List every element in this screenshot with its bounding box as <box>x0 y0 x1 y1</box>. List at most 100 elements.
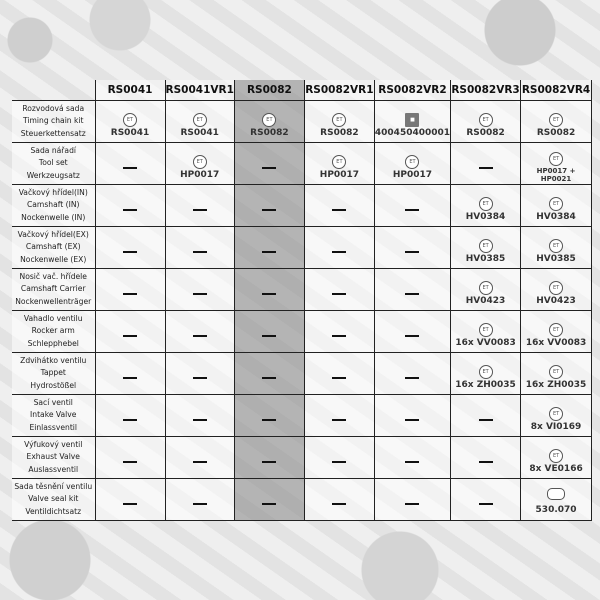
row-label: Sací ventil Intake Valve Einlassventil <box>12 394 96 437</box>
not-available-dash <box>192 335 207 337</box>
part-cell <box>164 394 235 437</box>
not-available-dash <box>405 419 420 421</box>
part-cell <box>94 184 166 227</box>
table-row: Sada těsnění ventilu Valve seal kit Ventil… <box>12 478 593 521</box>
part-cell: ET HV0384 <box>520 184 593 227</box>
row-label-line: Tool set <box>38 158 68 168</box>
et-brand-logo-icon: ET <box>478 196 493 211</box>
not-available-dash <box>123 293 137 295</box>
row-label-line: Rocker arm <box>31 326 75 336</box>
table-row: Vačkový hřídel(IN) Camshaft (IN) Nockenwel… <box>12 184 593 227</box>
part-cell <box>303 184 375 227</box>
not-available-dash <box>192 377 207 379</box>
part-cell <box>164 436 235 479</box>
part-number[interactable]: HV0384 <box>536 211 576 222</box>
row-label-line: Valve seal kit <box>28 494 79 504</box>
part-cell: ET HV0385 <box>520 226 593 269</box>
part-number[interactable]: HP0017 + HP0021 <box>536 166 576 183</box>
part-number[interactable]: RS0082 <box>320 127 359 138</box>
not-available-dash <box>262 293 277 295</box>
part-cell: ET 8x VI0169 <box>520 394 593 437</box>
part-number[interactable]: HP0017 <box>319 169 359 180</box>
column-header-rs0082: RS0082 <box>233 80 305 101</box>
part-cell <box>450 478 522 521</box>
not-available-dash <box>405 461 420 463</box>
row-label-line: Sada těsnění ventilu <box>14 481 93 491</box>
not-available-dash <box>123 419 137 421</box>
part-number[interactable]: HV0423 <box>465 295 506 306</box>
part-number[interactable]: HV0385 <box>536 253 576 264</box>
not-available-dash <box>262 461 277 463</box>
row-label-line: Nockenwelle (EX) <box>20 254 87 264</box>
not-available-dash <box>478 167 493 169</box>
part-cell <box>164 226 235 269</box>
table-row: Zdvihátko ventilu Tappet Hydrostößel ET 16x … <box>12 352 593 395</box>
part-cell: ET RS0082 <box>450 100 522 143</box>
part-number[interactable]: RS0041 <box>180 127 219 138</box>
not-available-dash <box>192 461 207 463</box>
not-available-dash <box>332 419 347 421</box>
not-available-dash <box>262 167 277 169</box>
part-cell: ET 16x VV0083 <box>520 310 593 353</box>
row-label: Vačkový hřídel(EX) Camshaft (EX) Nockenwel… <box>12 226 96 269</box>
not-available-dash <box>262 377 277 379</box>
part-cell <box>164 478 235 521</box>
part-number[interactable]: HV0384 <box>465 211 506 222</box>
not-available-dash <box>192 293 207 295</box>
part-number[interactable]: RS0082 <box>466 127 505 138</box>
not-available-dash <box>405 377 420 379</box>
part-number[interactable]: RS0041 <box>110 127 150 138</box>
not-available-dash <box>405 209 420 211</box>
part-number[interactable]: 400450400001 <box>374 127 451 138</box>
table-row: Vahadlo ventilu Rocker arm Schlepphebel ET 1… <box>12 310 593 353</box>
part-number[interactable]: 16x ZH0035 <box>525 379 587 390</box>
et-brand-logo-icon: ET <box>332 154 347 169</box>
row-label: Rozvodová sada Timing chain kit Steuerkett… <box>12 100 96 143</box>
part-cell <box>373 436 452 479</box>
row-label-line: Nockenwelle (IN) <box>21 212 86 222</box>
part-number[interactable]: RS0082 <box>250 127 289 138</box>
part-number[interactable]: 8x VI0169 <box>530 421 582 432</box>
not-available-dash <box>332 377 347 379</box>
part-number[interactable]: 16x ZH0035 <box>455 379 516 390</box>
part-cell: ET HP0017 <box>164 142 235 185</box>
part-cell <box>373 394 452 437</box>
part-cell <box>233 394 305 437</box>
not-available-dash <box>123 461 137 463</box>
table-row: Vačkový hřídel(EX) Camshaft (EX) Nockenwel… <box>12 226 593 269</box>
part-cell <box>94 142 166 185</box>
part-number[interactable]: 530.070 <box>535 504 577 515</box>
part-number[interactable]: 8x VE0166 <box>529 463 583 474</box>
row-label: Vahadlo ventilu Rocker arm Schlepphebel <box>12 310 96 353</box>
part-number[interactable]: HP0017 <box>180 169 220 180</box>
header-blank <box>12 80 96 101</box>
column-header-rs0082vr3: RS0082VR3 <box>450 80 522 101</box>
row-label-line: Steuerkettensatz <box>20 128 86 138</box>
part-cell <box>94 310 166 353</box>
part-number[interactable]: 16x VV0083 <box>455 337 516 348</box>
row-label-line: Nockenwellenträger <box>15 296 92 306</box>
row-label-line: Vačkový hřídel(EX) <box>17 229 89 239</box>
part-number[interactable]: HV0385 <box>465 253 506 264</box>
column-header-rs0082vr1: RS0082VR1 <box>303 80 375 101</box>
row-label-line: Ventildichtsatz <box>25 506 82 516</box>
et-brand-logo-icon: ET <box>405 154 420 169</box>
part-cell <box>94 394 166 437</box>
row-label-line: Exhaust Valve <box>26 452 80 462</box>
row-label: Sada těsnění ventilu Valve seal kit Ventil… <box>12 478 96 521</box>
parts-comparison-table: RS0041 RS0041VR1 RS0082 RS0082VR1 RS0082VR2 R… <box>12 80 593 521</box>
table-row: Sací ventil Intake Valve Einlassventil ET 8x… <box>12 394 593 437</box>
not-available-dash <box>262 503 277 505</box>
row-label: Vačkový hřídel(IN) Camshaft (IN) Nockenwel… <box>12 184 96 227</box>
part-number[interactable]: HP0017 <box>392 169 433 180</box>
et-brand-logo-icon: ET <box>262 112 277 127</box>
row-label: Nosič vač. hřídele Camshaft Carrier Nocken… <box>12 268 96 311</box>
part-cell <box>373 184 452 227</box>
part-number[interactable]: HV0423 <box>536 295 576 306</box>
part-number[interactable]: 16x VV0083 <box>525 337 587 348</box>
not-available-dash <box>478 503 493 505</box>
part-cell: ET HV0423 <box>520 268 593 311</box>
part-cell <box>373 226 452 269</box>
row-label-line: Tappet <box>40 368 66 378</box>
part-number[interactable]: RS0082 <box>536 127 576 138</box>
